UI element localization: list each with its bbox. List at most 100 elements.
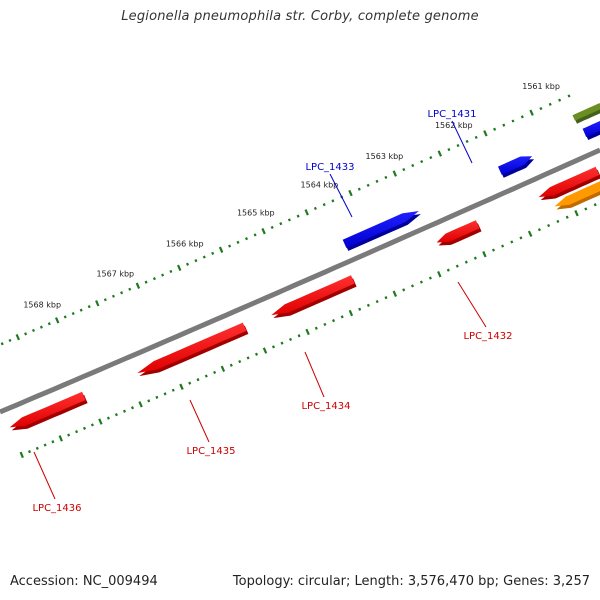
gene-label-LPC_1432: LPC_1432	[463, 331, 512, 342]
minor-tick	[420, 160, 424, 164]
minor-tick	[39, 325, 43, 329]
minor-tick	[537, 228, 541, 232]
gene-LPC_1434	[271, 275, 355, 316]
minor-tick	[144, 280, 148, 284]
minor-tick	[253, 233, 257, 237]
minor-tick	[384, 296, 388, 300]
gene-reverse-extra	[538, 166, 600, 198]
minor-tick	[103, 298, 107, 302]
leader-line	[457, 281, 487, 328]
minor-tick	[169, 269, 173, 274]
minor-tick	[43, 443, 47, 447]
minor-tick	[271, 345, 276, 349]
minor-tick	[584, 207, 588, 211]
minor-tick	[31, 328, 36, 333]
minor-tick	[188, 381, 192, 385]
minor-tick	[90, 423, 94, 427]
major-tick	[527, 230, 533, 237]
minor-tick	[323, 322, 327, 327]
minor-tick	[429, 156, 433, 160]
minor-tick	[565, 215, 569, 219]
gene-label-LPC_1434: LPC_1434	[301, 401, 350, 412]
minor-tick	[447, 147, 451, 152]
minor-tick	[228, 244, 232, 248]
gene-forward-edge	[582, 121, 600, 137]
minor-tick	[474, 135, 478, 139]
major-tick	[482, 250, 487, 258]
minor-tick	[288, 337, 293, 342]
minor-tick	[196, 378, 200, 382]
minor-tick	[280, 341, 284, 345]
gene-LPC_1433	[342, 211, 419, 248]
major-tick	[529, 109, 534, 116]
minor-tick	[114, 413, 118, 417]
minor-tick	[24, 332, 28, 336]
minor-tick	[473, 256, 477, 260]
major-tick	[58, 435, 63, 442]
minor-tick	[51, 440, 55, 444]
minor-tick	[464, 260, 468, 264]
backbone-line	[0, 147, 600, 415]
scale-tick-label: 1564 kbp	[301, 181, 339, 190]
major-tick	[348, 189, 353, 197]
minor-tick	[211, 251, 215, 255]
minor-tick	[87, 305, 91, 309]
major-tick	[98, 418, 103, 425]
accession-label: Accession: NC_009494	[10, 574, 158, 589]
leader-line	[329, 173, 353, 218]
gene-label-LPC_1431: LPC_1431	[427, 109, 476, 120]
minor-tick	[244, 237, 249, 241]
inner-tick-ring	[19, 203, 597, 459]
minor-tick	[465, 139, 469, 144]
minor-tick	[519, 236, 523, 240]
minor-tick	[455, 264, 459, 268]
minor-tick	[366, 303, 370, 307]
major-tick	[392, 290, 398, 297]
scale-tick-label: 1561 kbp	[522, 82, 560, 91]
minor-tick	[202, 255, 206, 259]
gene-label-LPC_1435: LPC_1435	[186, 446, 235, 457]
minor-tick	[331, 199, 335, 203]
minor-tick	[402, 288, 406, 292]
major-tick	[95, 300, 100, 307]
minor-tick	[411, 163, 415, 168]
minor-tick	[419, 280, 423, 284]
major-tick	[218, 246, 224, 253]
minor-tick	[593, 203, 597, 207]
major-tick	[392, 170, 398, 177]
scale-tick-label: 1568 kbp	[23, 301, 61, 310]
gene-features	[9, 103, 600, 431]
major-tick	[437, 150, 443, 157]
minor-tick	[358, 307, 362, 311]
minor-tick	[67, 433, 71, 437]
major-tick	[305, 328, 310, 336]
minor-tick	[501, 244, 505, 248]
minor-tick	[296, 214, 300, 218]
minor-tick	[47, 322, 51, 326]
minor-tick	[510, 240, 514, 244]
gene-olive	[572, 103, 600, 121]
gene-label-LPC_1436: LPC_1436	[32, 503, 81, 514]
major-tick	[304, 209, 309, 216]
minor-tick	[128, 287, 132, 291]
minor-tick	[357, 187, 361, 191]
minor-tick	[428, 276, 432, 280]
major-tick	[483, 130, 488, 137]
minor-tick	[155, 395, 159, 399]
major-tick	[574, 209, 579, 217]
leader-line	[33, 451, 56, 500]
minor-tick	[331, 319, 336, 323]
major-tick	[261, 227, 266, 235]
minor-tick	[238, 359, 242, 364]
minor-tick	[375, 179, 379, 183]
minor-tick	[122, 409, 127, 413]
minor-tick	[547, 223, 551, 228]
minor-tick	[35, 446, 39, 450]
minor-tick	[375, 299, 379, 304]
minor-tick	[558, 98, 562, 102]
minor-tick	[147, 399, 151, 403]
minor-tick	[63, 315, 67, 319]
minor-tick	[287, 218, 291, 222]
